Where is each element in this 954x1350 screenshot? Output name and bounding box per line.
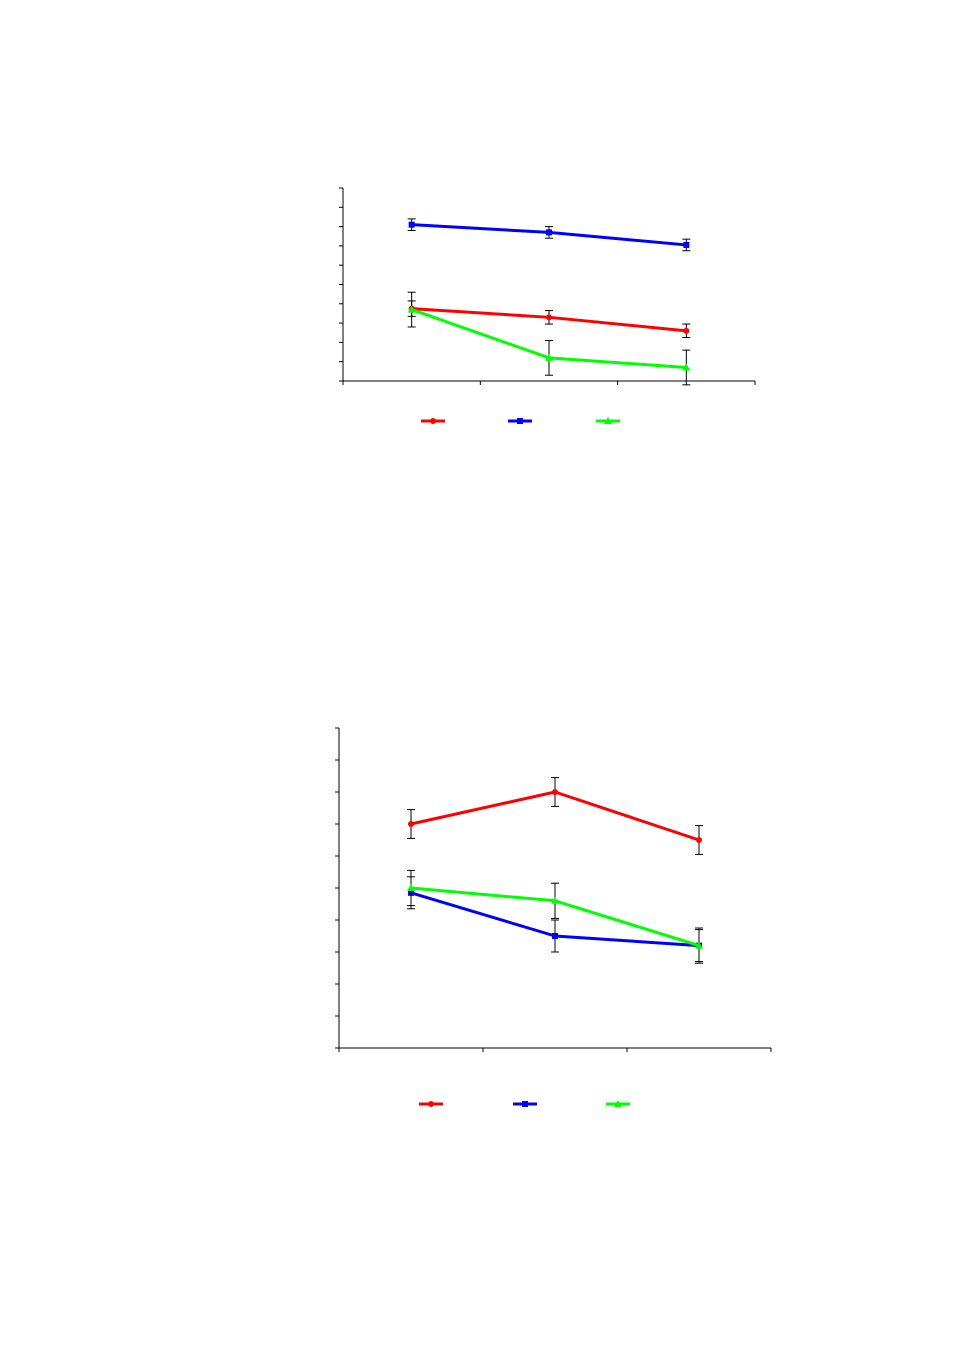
- bottom-series-3-point-1: [407, 884, 415, 891]
- bottom-series-3-point-3: [695, 941, 703, 949]
- chart-bottom-svg: [335, 727, 772, 1107]
- top-legend-marker-1: [430, 418, 436, 424]
- bottom-legend-marker-3: [614, 1100, 622, 1107]
- bottom-series-1-point-2: [552, 789, 558, 795]
- bottom-series-2-point-2: [552, 933, 558, 939]
- top-series-2-point-2: [546, 229, 552, 236]
- bottom-legend-marker-1: [428, 1101, 434, 1107]
- top-series-1-point-2: [546, 314, 552, 321]
- bottom-series-3-point-2: [551, 896, 559, 904]
- top-series-2-point-1: [408, 221, 415, 228]
- top-legend-marker-2: [517, 418, 523, 424]
- chart-bottom: [0, 560, 954, 1350]
- top-series-3-point-2: [545, 353, 553, 361]
- chart-top-svg: [339, 187, 756, 424]
- top-legend-marker-3: [604, 417, 612, 424]
- top-series-3-point-3: [682, 363, 691, 371]
- top-series-1-point-3: [683, 327, 690, 334]
- bottom-series-1-point-3: [696, 837, 702, 843]
- chart-top: [0, 0, 954, 560]
- top-series-2-point-3: [683, 241, 690, 248]
- bottom-legend-marker-2: [522, 1101, 528, 1107]
- bottom-series-1-point-1: [408, 821, 414, 827]
- top-series-3-point-1: [407, 305, 416, 313]
